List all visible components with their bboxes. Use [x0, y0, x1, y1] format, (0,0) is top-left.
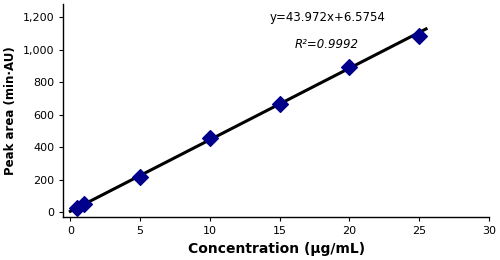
Point: [206, 136, 214, 140]
X-axis label: Concentration (μg/mL): Concentration (μg/mL): [188, 242, 364, 256]
Y-axis label: Peak area (min·AU): Peak area (min·AU): [4, 46, 17, 175]
Point: [136, 175, 144, 179]
Text: R²=0.9992: R²=0.9992: [295, 38, 359, 51]
Text: y=43.972x+6.5754: y=43.972x+6.5754: [269, 11, 385, 24]
Point: [80, 202, 88, 206]
Point: [74, 206, 82, 210]
Point: [346, 65, 354, 69]
Point: [276, 102, 283, 106]
Point: [415, 34, 423, 38]
